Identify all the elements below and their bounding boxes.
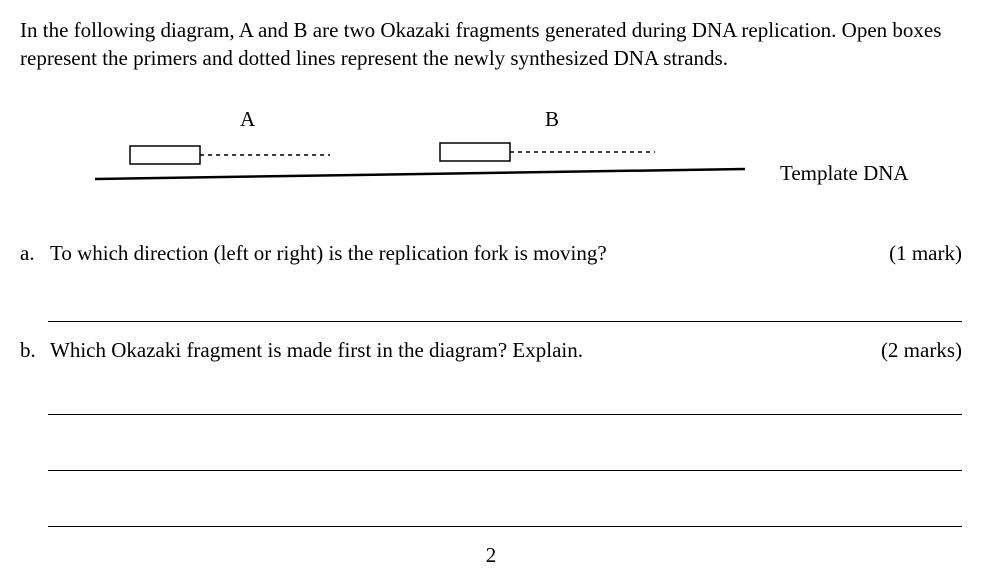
question-b-label: b. — [20, 338, 50, 363]
question-b-row: b. Which Okazaki fragment is made first … — [20, 338, 962, 363]
label-a: A — [240, 107, 255, 132]
question-b-marks: (2 marks) — [861, 338, 962, 363]
exam-page: In the following diagram, A and B are tw… — [0, 0, 982, 568]
template-dna-label: Template DNA — [780, 161, 909, 186]
template-dna-line — [95, 169, 745, 179]
primer-box-b — [440, 143, 510, 161]
question-b-text: Which Okazaki fragment is made first in … — [50, 338, 861, 363]
question-a-marks: (1 mark) — [869, 241, 962, 266]
diagram-svg — [20, 101, 760, 211]
label-b: B — [545, 107, 559, 132]
page-number: 2 — [20, 543, 962, 568]
question-a-row: a. To which direction (left or right) is… — [20, 241, 962, 266]
answer-line — [48, 375, 962, 415]
primer-box-a — [130, 146, 200, 164]
intro-text: In the following diagram, A and B are tw… — [20, 16, 962, 73]
okazaki-diagram: A B Template DNA — [20, 101, 962, 211]
question-a-label: a. — [20, 241, 50, 266]
answer-line — [48, 487, 962, 527]
question-a-text: To which direction (left or right) is th… — [50, 241, 869, 266]
answer-line — [48, 278, 962, 322]
answer-line — [48, 431, 962, 471]
